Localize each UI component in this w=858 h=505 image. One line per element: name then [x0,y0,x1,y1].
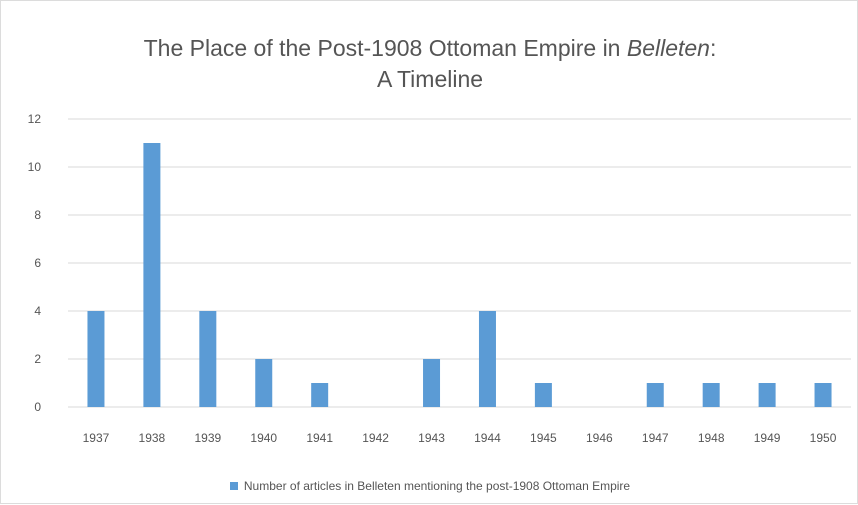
chart-title-line-2: A Timeline [376,66,484,92]
chart-title-prefix: The Place of the Post-1908 Ottoman Empir… [143,35,627,61]
bar-1937 [87,311,105,407]
bar-1944 [478,311,496,407]
x-tick-label-1949: 1949 [754,431,781,445]
bar-1948 [702,383,720,407]
bar-1940 [255,359,273,407]
x-tick-label-1939: 1939 [194,431,221,445]
y-tick-label: 8 [34,208,41,222]
chart-title-suffix: : [709,35,717,61]
y-tick-label: 2 [34,352,41,366]
chart-title-italic: Belleten [626,35,710,61]
x-tick-label-1950: 1950 [810,431,837,445]
x-tick-label-1943: 1943 [418,431,445,445]
legend: Number of articles in Belleten mentionin… [1,479,858,493]
bar-1943 [423,359,441,407]
bar-1950 [814,383,832,407]
y-tick-label: 6 [34,256,41,270]
y-tick-label: 4 [34,304,41,318]
bar-1949 [758,383,776,407]
x-tick-label-1941: 1941 [306,431,333,445]
y-tick-label: 10 [28,160,42,174]
x-tick-label-1944: 1944 [474,431,501,445]
y-tick-label: 12 [28,112,42,126]
bar-1945 [534,383,552,407]
bar-1947 [646,383,664,407]
x-tick-label-1948: 1948 [698,431,725,445]
bar-1939 [199,311,217,407]
y-tick-label: 0 [34,400,41,414]
legend-label: Number of articles in Belleten mentionin… [243,479,631,493]
legend-swatch [229,482,238,490]
bar-1941 [311,383,329,407]
x-tick-label-1938: 1938 [139,431,166,445]
x-tick-label-1945: 1945 [530,431,557,445]
bar-1938 [143,143,161,407]
x-tick-label-1942: 1942 [362,431,389,445]
chart-title-line-1: The Place of the Post-1908 Ottoman Empir… [1,35,858,62]
x-tick-label-1946: 1946 [586,431,613,445]
x-tick-label-1937: 1937 [83,431,110,445]
x-tick-label-1940: 1940 [250,431,277,445]
x-tick-label-1947: 1947 [642,431,669,445]
